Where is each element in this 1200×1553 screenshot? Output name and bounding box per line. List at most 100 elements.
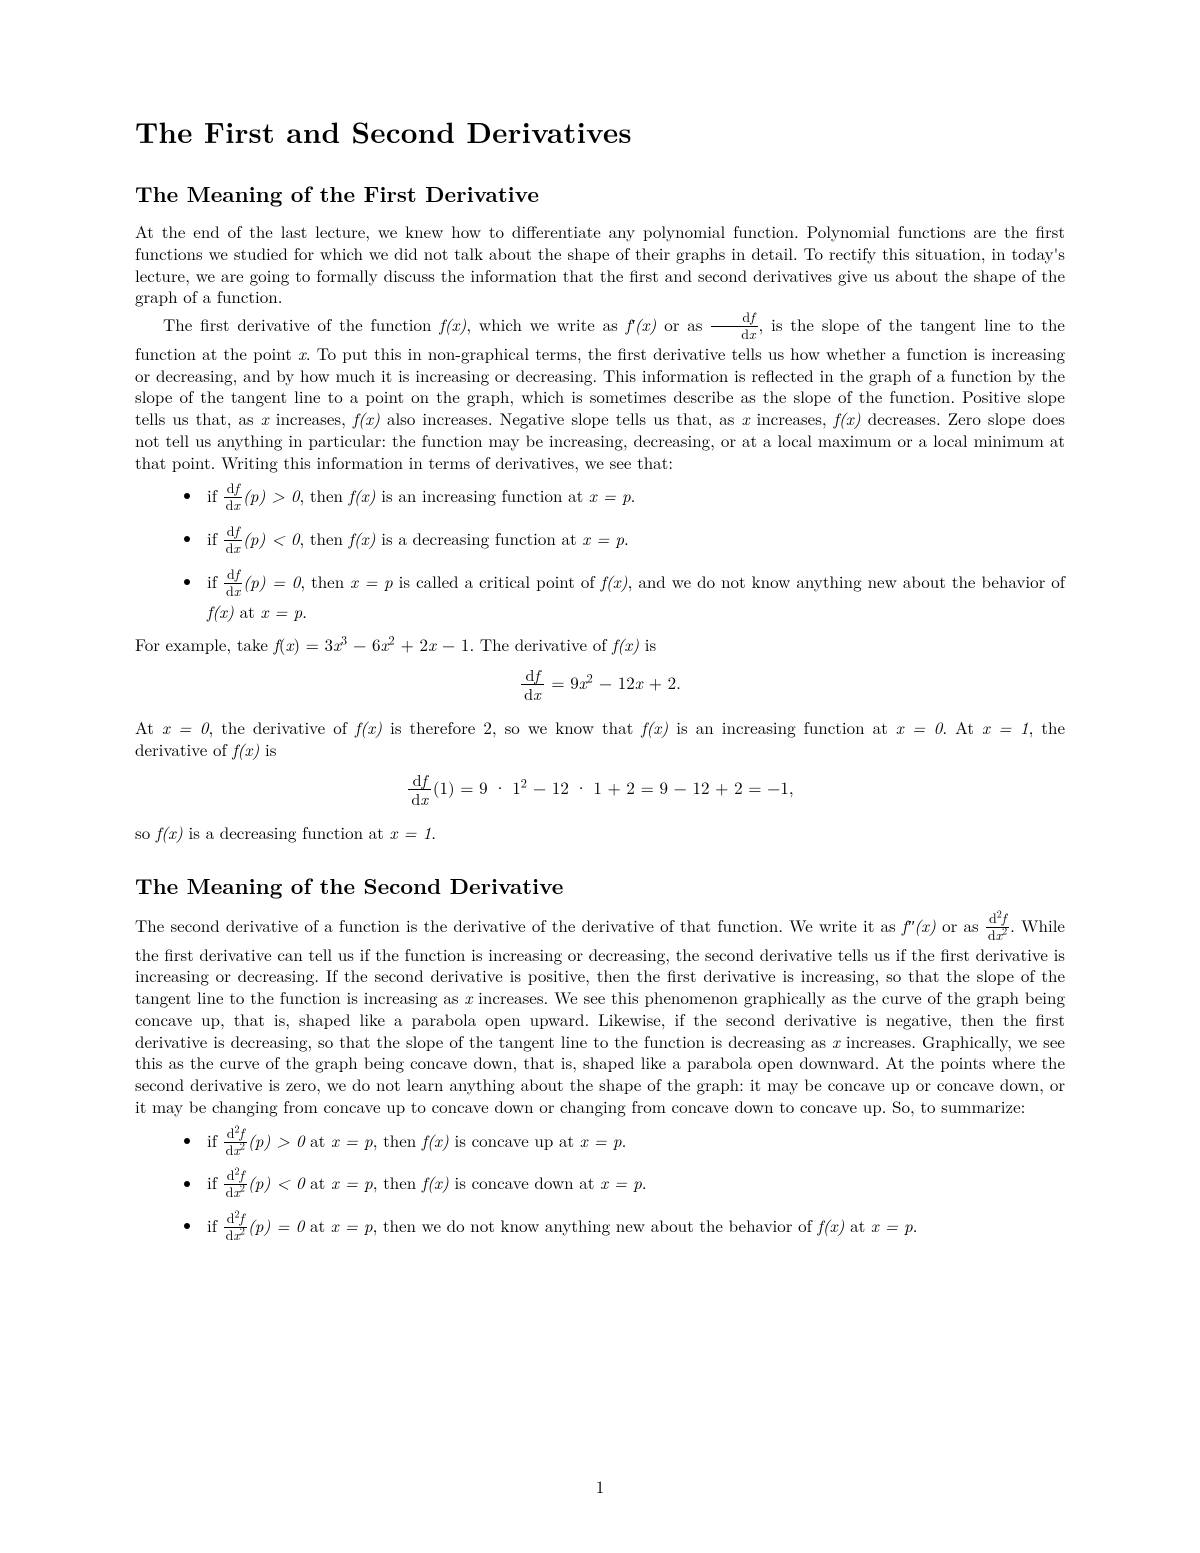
math-inline: (p) = 0 xyxy=(248,1213,305,1237)
text-run: is concave down at xyxy=(449,1171,600,1195)
text-run: The second derivative of a function is t… xyxy=(135,913,902,937)
text-run: is an increasing function at xyxy=(668,715,896,739)
fraction: d2fdx2 xyxy=(224,1127,247,1158)
math-inline: (1) = 9 · 12 − 12 · 1 + 2 = 9 − 12 + 2 =… xyxy=(433,775,794,799)
math-inline: x = p xyxy=(331,1213,373,1237)
math-inline: f(x) xyxy=(641,715,668,739)
math-inline: x = p xyxy=(582,526,624,550)
text-run: . xyxy=(631,483,636,507)
text-run: is a decreasing function at xyxy=(183,820,390,844)
math-inline: f(x) xyxy=(156,820,183,844)
list-item: if dfdx(p) > 0, then f(x) is an increasi… xyxy=(203,483,1065,514)
text-run: at xyxy=(305,1171,331,1195)
text-run: . xyxy=(913,1213,918,1237)
text-run: . xyxy=(302,599,307,623)
math-inline: f(x) xyxy=(355,715,382,739)
paragraph: For example, take f(x) = 3x3 − 6x2 + 2x … xyxy=(135,634,1065,656)
math-inline: f(x) xyxy=(207,599,234,623)
text-run: , then xyxy=(300,483,349,507)
text-run: increases, xyxy=(749,406,833,430)
math-inline: f″(x) xyxy=(902,913,936,937)
math-inline: f(x) = 3x3 − 6x2 + 2x − 1 xyxy=(274,632,470,656)
text-run: For example, take xyxy=(135,632,274,656)
text-run: , which we write as xyxy=(466,312,625,336)
text-run: , then xyxy=(373,1171,422,1195)
text-run: is an increasing function at xyxy=(376,483,589,507)
text-run: . The derivative of xyxy=(469,632,612,656)
text-run: is therefore 2, so we know that xyxy=(382,715,641,739)
text-run: at xyxy=(844,1213,870,1237)
text-run: also increases. Negative slope tells us … xyxy=(380,406,742,430)
list-item: if d2fdx2(p) = 0 at x = p, then we do no… xyxy=(203,1213,1065,1244)
fraction: dfdx xyxy=(408,772,430,807)
math-inline: f(x) xyxy=(612,632,639,656)
text-run: , then xyxy=(300,569,350,593)
text-run: at xyxy=(305,1128,331,1152)
text-run: at xyxy=(234,599,260,623)
math-inline: x = p xyxy=(580,1128,622,1152)
math-inline: x = p xyxy=(600,1171,642,1195)
math-inline: x = 0 xyxy=(896,715,943,739)
list-item: if dfdx(p) < 0, then f(x) is a decreasin… xyxy=(203,526,1065,557)
text-run: if xyxy=(207,526,223,550)
math-inline: x = p xyxy=(589,483,631,507)
math-inline: x = p xyxy=(871,1213,913,1237)
math-inline: f(x) xyxy=(349,526,376,550)
text-run: , the derivative of xyxy=(209,715,356,739)
math-inline: f(x) xyxy=(353,406,380,430)
text-run: The first derivative of the function xyxy=(163,312,439,336)
math-inline: (p) > 0 xyxy=(248,1128,305,1152)
text-run: is xyxy=(639,632,656,656)
fraction: dfdx xyxy=(521,667,543,702)
text-run: at xyxy=(304,1213,330,1237)
math-inline: (p) < 0 xyxy=(243,526,300,550)
text-run: so xyxy=(135,820,156,844)
document-title: The First and Second Derivatives xyxy=(135,110,1065,152)
math-inline: f(x) xyxy=(834,406,861,430)
text-run: is xyxy=(259,737,276,761)
paragraph: The second derivative of a function is t… xyxy=(135,913,1065,1118)
list-item: if d2fdx2(p) > 0 at x = p, then f(x) is … xyxy=(203,1128,1065,1159)
math-inline: (p) < 0 xyxy=(248,1171,305,1195)
math-inline: f(x) xyxy=(439,312,466,336)
math-inline: f(x) xyxy=(422,1128,449,1152)
display-equation: dfdx(1) = 9 · 12 − 12 · 1 + 2 = 9 − 12 +… xyxy=(135,773,1065,808)
list-item: if d2fdx2(p) < 0 at x = p , then f(x) is … xyxy=(203,1170,1065,1201)
fraction: d2fdx2 xyxy=(224,1169,247,1200)
text-run: is called a critical point of xyxy=(393,569,601,593)
math-inline: (p) = 0 xyxy=(243,569,300,593)
text-run: . xyxy=(624,526,629,550)
text-run: . xyxy=(431,820,436,844)
text-run: , then xyxy=(373,1128,422,1152)
math-inline: f(x) xyxy=(422,1171,449,1195)
bullet-list: if d2fdx2(p) > 0 at x = p, then f(x) is … xyxy=(135,1128,1065,1245)
math-inline: x = 0 xyxy=(162,715,209,739)
text-run: if xyxy=(207,569,223,593)
paragraph: At the end of the last lecture, we knew … xyxy=(135,221,1065,308)
text-run: . At xyxy=(942,715,982,739)
bullet-list: if dfdx(p) > 0, then f(x) is an increasi… xyxy=(135,483,1065,622)
text-run: if xyxy=(207,1171,223,1195)
text-run: At xyxy=(135,715,162,739)
text-run: . xyxy=(622,1128,627,1152)
page: The First and Second Derivatives The Mea… xyxy=(0,0,1200,1553)
text-run: . xyxy=(642,1171,647,1195)
math-inline: f(x) xyxy=(232,737,259,761)
section-heading-2: The Meaning of the Second Derivative xyxy=(135,870,1065,901)
text-run: increases, xyxy=(269,406,353,430)
paragraph: so f(x) is a decreasing function at x = … xyxy=(135,822,1065,844)
math-inline: x = 1 xyxy=(389,820,431,844)
text-run: if xyxy=(207,1213,223,1237)
math-inline: = 9x2 − 12x + 2. xyxy=(551,670,681,694)
fraction: dfdx xyxy=(224,482,242,513)
math-inline: x = p xyxy=(331,1128,373,1152)
fraction: d2fdx2 xyxy=(986,912,1009,943)
math-inline: x xyxy=(832,1029,840,1053)
text-run: is a decreasing function at xyxy=(376,526,583,550)
section-heading-1: The Meaning of the First Derivative xyxy=(135,178,1065,209)
display-equation: dfdx = 9x2 − 12x + 2. xyxy=(135,668,1065,703)
text-run: or as xyxy=(936,913,985,937)
text-run: or as xyxy=(656,312,710,336)
math-inline: f(x) xyxy=(601,569,628,593)
math-inline: x xyxy=(261,406,269,430)
